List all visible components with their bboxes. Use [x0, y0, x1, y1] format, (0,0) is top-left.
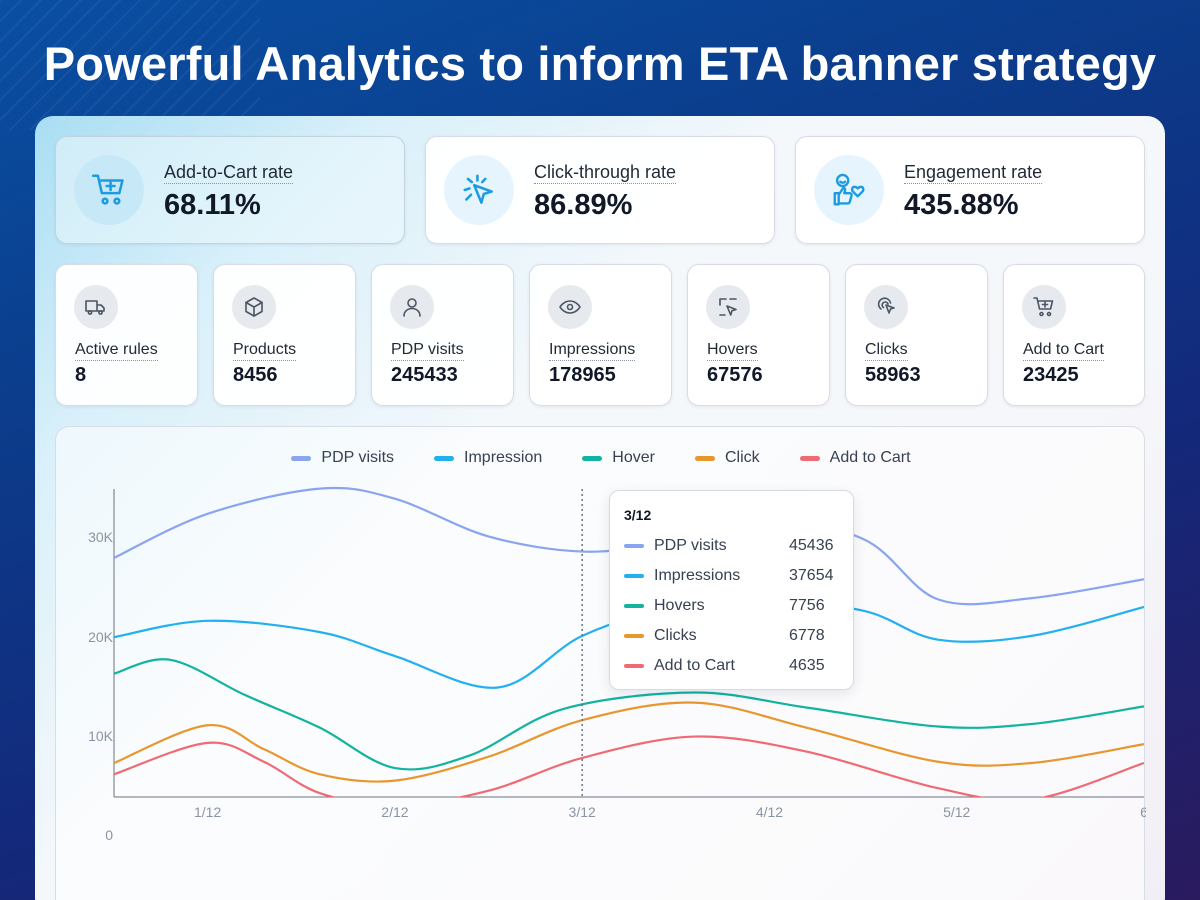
stat-card-hovers[interactable]: Hovers 67576: [687, 264, 830, 406]
cart-plus-icon: [1022, 285, 1066, 329]
tooltip-series-value: 7756: [789, 597, 825, 614]
x-tick-label: 4/12: [756, 804, 783, 820]
legend-swatch: [434, 455, 455, 461]
tooltip-row: Hovers 7756: [624, 595, 844, 617]
kpi-card-click-through-rate[interactable]: Click-through rate 86.89%: [425, 136, 775, 244]
stat-card-add-to-cart[interactable]: Add to Cart 23425: [1003, 264, 1145, 406]
stat-value: 58963: [865, 364, 921, 386]
stat-card-active-rules[interactable]: Active rules 8: [55, 264, 198, 406]
tooltip-swatch: [624, 664, 644, 668]
tooltip-row: PDP visits 45436: [624, 535, 844, 557]
kpi-value: 68.11%: [164, 189, 261, 221]
legend-label: Impression: [464, 449, 543, 466]
tooltip-series-name: Add to Cart: [654, 657, 735, 674]
stat-card-pdp-visits[interactable]: PDP visits 245433: [371, 264, 514, 406]
legend-item[interactable]: Hover: [582, 449, 655, 467]
stat-value: 178965: [549, 364, 616, 386]
tooltip-row: Add to Cart 4635: [624, 655, 844, 677]
tooltip-series-name: Hovers: [654, 597, 705, 614]
box-icon: [232, 285, 276, 329]
y-tick-label: 0: [105, 827, 113, 843]
tooltip-title: 3/12: [624, 507, 652, 523]
tooltip-series-name: PDP visits: [654, 537, 727, 554]
series-line-add-to-cart: [114, 735, 1144, 797]
chart-tooltip: 3/12 PDP visits 45436 Impressions 37654 Hove…: [609, 490, 854, 690]
stat-label: Active rules: [75, 340, 158, 361]
legend-swatch: [582, 455, 603, 461]
kpi-label: Click-through rate: [534, 162, 677, 184]
legend-swatch: [291, 455, 312, 461]
legend-label: Add to Cart: [829, 449, 911, 466]
kpi-value: 435.88%: [904, 189, 1019, 221]
stat-value: 245433: [391, 364, 458, 386]
cursor-click-icon: [444, 155, 514, 225]
y-tick-label: 20K: [88, 629, 114, 645]
line-chart-card: PDP visits Impression Hover Click Add to Car…: [55, 426, 1146, 900]
dashboard-panel: Add-to-Cart rate 68.11% Click-through ra…: [35, 116, 1165, 900]
tooltip-swatch: [624, 634, 644, 638]
legend-item[interactable]: Click: [694, 449, 760, 467]
x-tick-label: 2/12: [381, 804, 408, 820]
legend-swatch: [694, 455, 715, 461]
legend-item[interactable]: Add to Cart: [799, 449, 911, 467]
eye-icon: [548, 285, 592, 329]
tooltip-series-value: 37654: [789, 567, 834, 584]
tooltip-series-value: 45436: [789, 537, 834, 554]
stat-label: Hovers: [707, 340, 758, 361]
tooltip-row: Impressions 37654: [624, 565, 844, 587]
legend-swatch: [799, 455, 820, 461]
legend-label: Hover: [612, 449, 655, 466]
stat-label: Add to Cart: [1023, 340, 1104, 361]
kpi-label: Engagement rate: [904, 162, 1043, 184]
legend-label: PDP visits: [321, 449, 395, 466]
x-tick-label: 6: [1140, 804, 1146, 820]
chart-legend: PDP visits Impression Hover Click Add to Car…: [56, 449, 1146, 467]
tooltip-swatch: [624, 604, 644, 608]
x-tick-label: 5/12: [943, 804, 970, 820]
stat-card-impressions[interactable]: Impressions 178965: [529, 264, 672, 406]
cart-plus-icon: [74, 155, 144, 225]
like-heart-icon: [814, 155, 884, 225]
legend-item[interactable]: Impression: [434, 449, 542, 467]
stat-value: 67576: [707, 364, 763, 386]
truck-icon: [74, 285, 118, 329]
series-line-hover: [114, 658, 1144, 771]
tooltip-swatch: [624, 544, 644, 548]
user-icon: [390, 285, 434, 329]
kpi-card-add-to-cart-rate[interactable]: Add-to-Cart rate 68.11%: [55, 136, 405, 244]
stat-value: 8: [75, 364, 87, 386]
legend-item[interactable]: PDP visits: [291, 449, 394, 467]
stat-value: 23425: [1023, 364, 1079, 386]
tooltip-series-value: 6778: [789, 627, 825, 644]
y-tick-label: 30K: [88, 529, 114, 545]
tooltip-series-value: 4635: [789, 657, 825, 674]
kpi-value: 86.89%: [534, 189, 633, 221]
x-tick-label: 1/12: [194, 804, 221, 820]
kpi-label: Add-to-Cart rate: [164, 162, 294, 184]
stat-card-clicks[interactable]: Clicks 58963: [845, 264, 988, 406]
headline-rest: to inform ETA banner strategy: [466, 37, 1157, 90]
line-chart[interactable]: 0 10K 20K 30K 1/12 2/12 3/12 4/12 5/12 6: [56, 427, 1146, 900]
y-tick-label: 10K: [88, 728, 114, 744]
stat-card-products[interactable]: Products 8456: [213, 264, 356, 406]
stat-value: 8456: [233, 364, 278, 386]
stat-label: PDP visits: [391, 340, 464, 361]
x-tick-label: 3/12: [569, 804, 596, 820]
series-line-click: [114, 701, 1144, 783]
headline-bold: Powerful Analytics: [43, 37, 467, 90]
stat-label: Impressions: [549, 340, 636, 361]
stat-label: Products: [233, 340, 297, 361]
legend-label: Click: [724, 449, 760, 466]
kpi-card-engagement-rate[interactable]: Engagement rate 435.88%: [795, 136, 1145, 244]
tooltip-series-name: Clicks: [654, 627, 697, 644]
tooltip-row: Clicks 6778: [624, 625, 844, 647]
hover-cursor-icon: [706, 285, 750, 329]
stat-label: Clicks: [865, 340, 908, 361]
click-icon: [864, 285, 908, 329]
tooltip-series-name: Impressions: [654, 567, 741, 584]
page-headline: Powerful Analytics to inform ETA banner …: [0, 34, 1200, 94]
tooltip-swatch: [624, 574, 644, 578]
